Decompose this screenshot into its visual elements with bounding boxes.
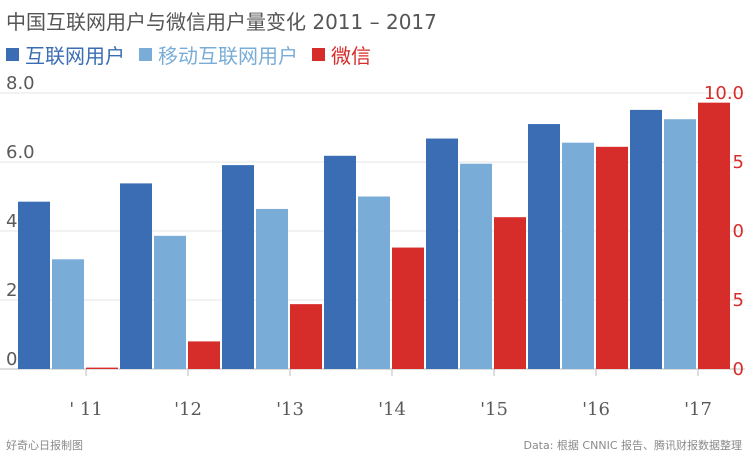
legend-swatch-wechat [312, 48, 325, 61]
bar [120, 183, 152, 369]
y-left-tick-label: 8.0 [6, 73, 35, 94]
y-right-tick-label: 0 [733, 359, 744, 380]
legend: 互联网用户 移动互联网用户 微信 [6, 40, 385, 69]
bar [630, 109, 662, 369]
bar [460, 163, 492, 369]
legend-label-wechat: 微信 [331, 44, 371, 68]
bar [358, 196, 390, 369]
bar [426, 138, 458, 369]
bar [86, 367, 118, 369]
x-tick-label: '15 [480, 399, 508, 420]
y-right-tick-label: 0 [733, 221, 744, 242]
y-right-tick-label: 5 [733, 152, 744, 173]
legend-item-mobile-users: 移动互联网用户 [139, 40, 298, 69]
bar [290, 304, 322, 369]
legend-swatch-mobile-users [139, 48, 152, 61]
x-tick-label: '13 [276, 399, 304, 420]
bar [596, 146, 628, 369]
y-left-tick-label: 0 [6, 349, 17, 370]
bar [222, 165, 254, 369]
x-tick-label: ' 11 [69, 399, 103, 420]
bar [52, 259, 84, 369]
legend-label-internet-users: 互联网用户 [25, 44, 125, 68]
y-left-tick-label: 2 [6, 280, 17, 301]
legend-swatch-internet-users [6, 48, 19, 61]
chart-title: 中国互联网用户与微信用户量变化 2011 – 2017 [6, 10, 437, 34]
footer-source: Data: 根据 CNNIC 报告、腾讯财报数据整理 [523, 439, 742, 452]
y-left-tick-label: 4 [6, 211, 17, 232]
bar [188, 341, 220, 369]
bar [18, 201, 50, 369]
y-right-tick-label: 5 [733, 290, 744, 311]
legend-item-internet-users: 互联网用户 [6, 40, 125, 69]
bar [256, 208, 288, 369]
y-right-tick-label: 10.0 [704, 83, 744, 104]
legend-label-mobile-users: 移动互联网用户 [158, 44, 298, 68]
bar [664, 119, 696, 369]
legend-item-wechat: 微信 [312, 40, 371, 69]
bar [494, 217, 526, 369]
bar [392, 247, 424, 369]
x-tick-label: '17 [684, 399, 712, 420]
footer-credit: 好奇心日报制图 [6, 439, 83, 452]
x-tick-label: '14 [378, 399, 406, 420]
y-left-tick-label: 6.0 [6, 142, 35, 163]
bar [154, 235, 186, 369]
x-tick-label: '12 [174, 399, 202, 420]
bar [698, 102, 730, 369]
bar [324, 155, 356, 369]
x-tick-label: '16 [582, 399, 610, 420]
bar [562, 142, 594, 369]
bar [528, 124, 560, 369]
